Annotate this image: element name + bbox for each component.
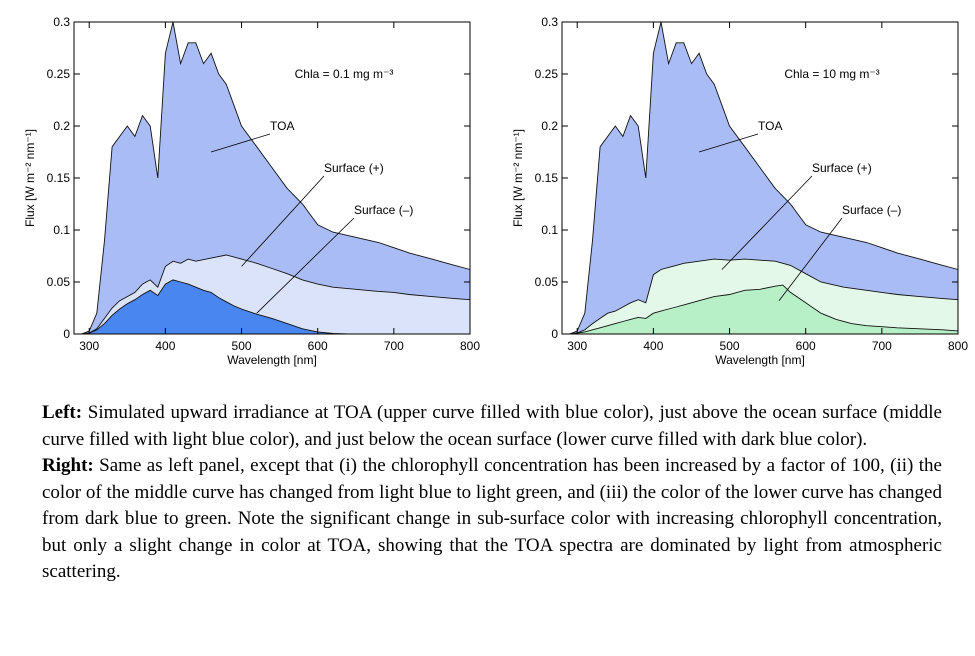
chart-left-series-label-2: Surface (–) bbox=[354, 203, 413, 217]
chart-left-area-0 bbox=[81, 22, 470, 334]
figure-caption: Left: Simulated upward irradiance at TOA… bbox=[42, 400, 942, 586]
chart-right-ytick-label: 0 bbox=[551, 327, 558, 341]
chart-right-line-1 bbox=[569, 258, 959, 335]
chart-right-x-axis-title: Wavelength [nm] bbox=[715, 353, 805, 367]
chart-right-y-axis-title: Flux [W m⁻² nm⁻¹] bbox=[511, 129, 525, 227]
chart-left-xtick-label: 400 bbox=[155, 339, 175, 353]
right-chart: 300 400 500 600 700 800 0 0.05 0.1 0.15 0.2 0.25 0.3… bbox=[511, 15, 968, 367]
chart-right-series-label-1: Surface (+) bbox=[812, 161, 872, 175]
caption-left-heading: Left: bbox=[42, 402, 83, 423]
chart-left-label-pointer-1 bbox=[241, 175, 325, 267]
chart-left-line-2 bbox=[81, 279, 349, 335]
chart-right-xtick-label: 600 bbox=[796, 339, 816, 353]
chart-right-label-pointer-0 bbox=[698, 133, 759, 153]
caption-right-heading: Right: bbox=[42, 455, 94, 476]
chart-left-x-axis-title: Wavelength [nm] bbox=[227, 353, 317, 367]
left-chart-panel: 300 400 500 600 700 800 0 0.05 0.1 0.15 0.2 0.25 0.3… bbox=[0, 0, 487, 380]
chart-right-series-label-2: Surface (–) bbox=[842, 203, 901, 217]
chart-right-line-0 bbox=[569, 21, 959, 335]
caption-left-paragraph: Left: Simulated upward irradiance at TOA… bbox=[42, 400, 942, 453]
chart-right-label-pointer-2 bbox=[778, 217, 843, 301]
chart-left-line-1 bbox=[81, 254, 471, 335]
chart-right-ytick-label: 0.25 bbox=[535, 67, 559, 81]
chart-left-y-axis-title: Flux [W m⁻² nm⁻¹] bbox=[23, 129, 37, 227]
chart-right-ytick-label: 0.2 bbox=[541, 119, 558, 133]
chart-left-series-label-0: TOA bbox=[270, 119, 294, 133]
chart-right-ytick-label: 0.15 bbox=[535, 171, 559, 185]
chart-left-ytick-label: 0.25 bbox=[47, 67, 71, 81]
chart-right-ytick-label: 0.1 bbox=[541, 223, 558, 237]
chart-left-xtick-label: 800 bbox=[460, 339, 480, 353]
chart-left-xtick-label: 700 bbox=[384, 339, 404, 353]
chart-left-series-label-1: Surface (+) bbox=[324, 161, 384, 175]
chart-right-label-pointer-1 bbox=[721, 175, 813, 270]
chart-left-area-2 bbox=[81, 279, 349, 334]
chart-left-xtick-label: 500 bbox=[232, 339, 252, 353]
chart-right-xtick-label: 300 bbox=[567, 339, 587, 353]
chart-left-line-0 bbox=[81, 21, 471, 335]
caption-right-paragraph: Right: Same as left panel, except that (… bbox=[42, 453, 942, 586]
chart-right-xtick-label: 500 bbox=[720, 339, 740, 353]
chart-right-area-0 bbox=[569, 22, 958, 334]
left-chart: 300 400 500 600 700 800 0 0.05 0.1 0.15 0.2 0.25 0.3… bbox=[23, 15, 480, 367]
chart-right-line-2 bbox=[569, 284, 959, 335]
chart-right-xtick-label: 800 bbox=[948, 339, 968, 353]
chart-left-ytick-label: 0.3 bbox=[53, 15, 70, 29]
chart-left-ytick-label: 0 bbox=[63, 327, 70, 341]
chart-left-chla-annotation: Chla = 0.1 mg m⁻³ bbox=[295, 67, 394, 81]
caption-left-text: Simulated upward irradiance at TOA (uppe… bbox=[42, 402, 942, 450]
chart-left-ytick-label: 0.2 bbox=[53, 119, 70, 133]
caption-right-text: Same as left panel, except that (i) the … bbox=[42, 455, 942, 582]
chart-left-xtick-label: 300 bbox=[79, 339, 99, 353]
chart-right-chla-annotation: Chla = 10 mg m⁻³ bbox=[784, 67, 879, 81]
chart-left-ytick-label: 0.1 bbox=[53, 223, 70, 237]
chart-right-xtick-label: 400 bbox=[643, 339, 663, 353]
chart-right-ytick-label: 0.05 bbox=[535, 275, 559, 289]
chart-left-xtick-label: 600 bbox=[308, 339, 328, 353]
chart-right-series-label-0: TOA bbox=[758, 119, 782, 133]
chart-left-ytick-label: 0.05 bbox=[47, 275, 71, 289]
chart-right-ytick-label: 0.3 bbox=[541, 15, 558, 29]
chart-left-ytick-label: 0.15 bbox=[47, 171, 71, 185]
chart-right-xtick-label: 700 bbox=[872, 339, 892, 353]
chart-left-label-pointer-0 bbox=[210, 133, 271, 153]
right-chart-panel: 300 400 500 600 700 800 0 0.05 0.1 0.15 0.2 0.25 0.3… bbox=[488, 0, 975, 380]
chart-right-area-2 bbox=[569, 285, 958, 334]
chart-left-label-pointer-2 bbox=[256, 217, 355, 314]
